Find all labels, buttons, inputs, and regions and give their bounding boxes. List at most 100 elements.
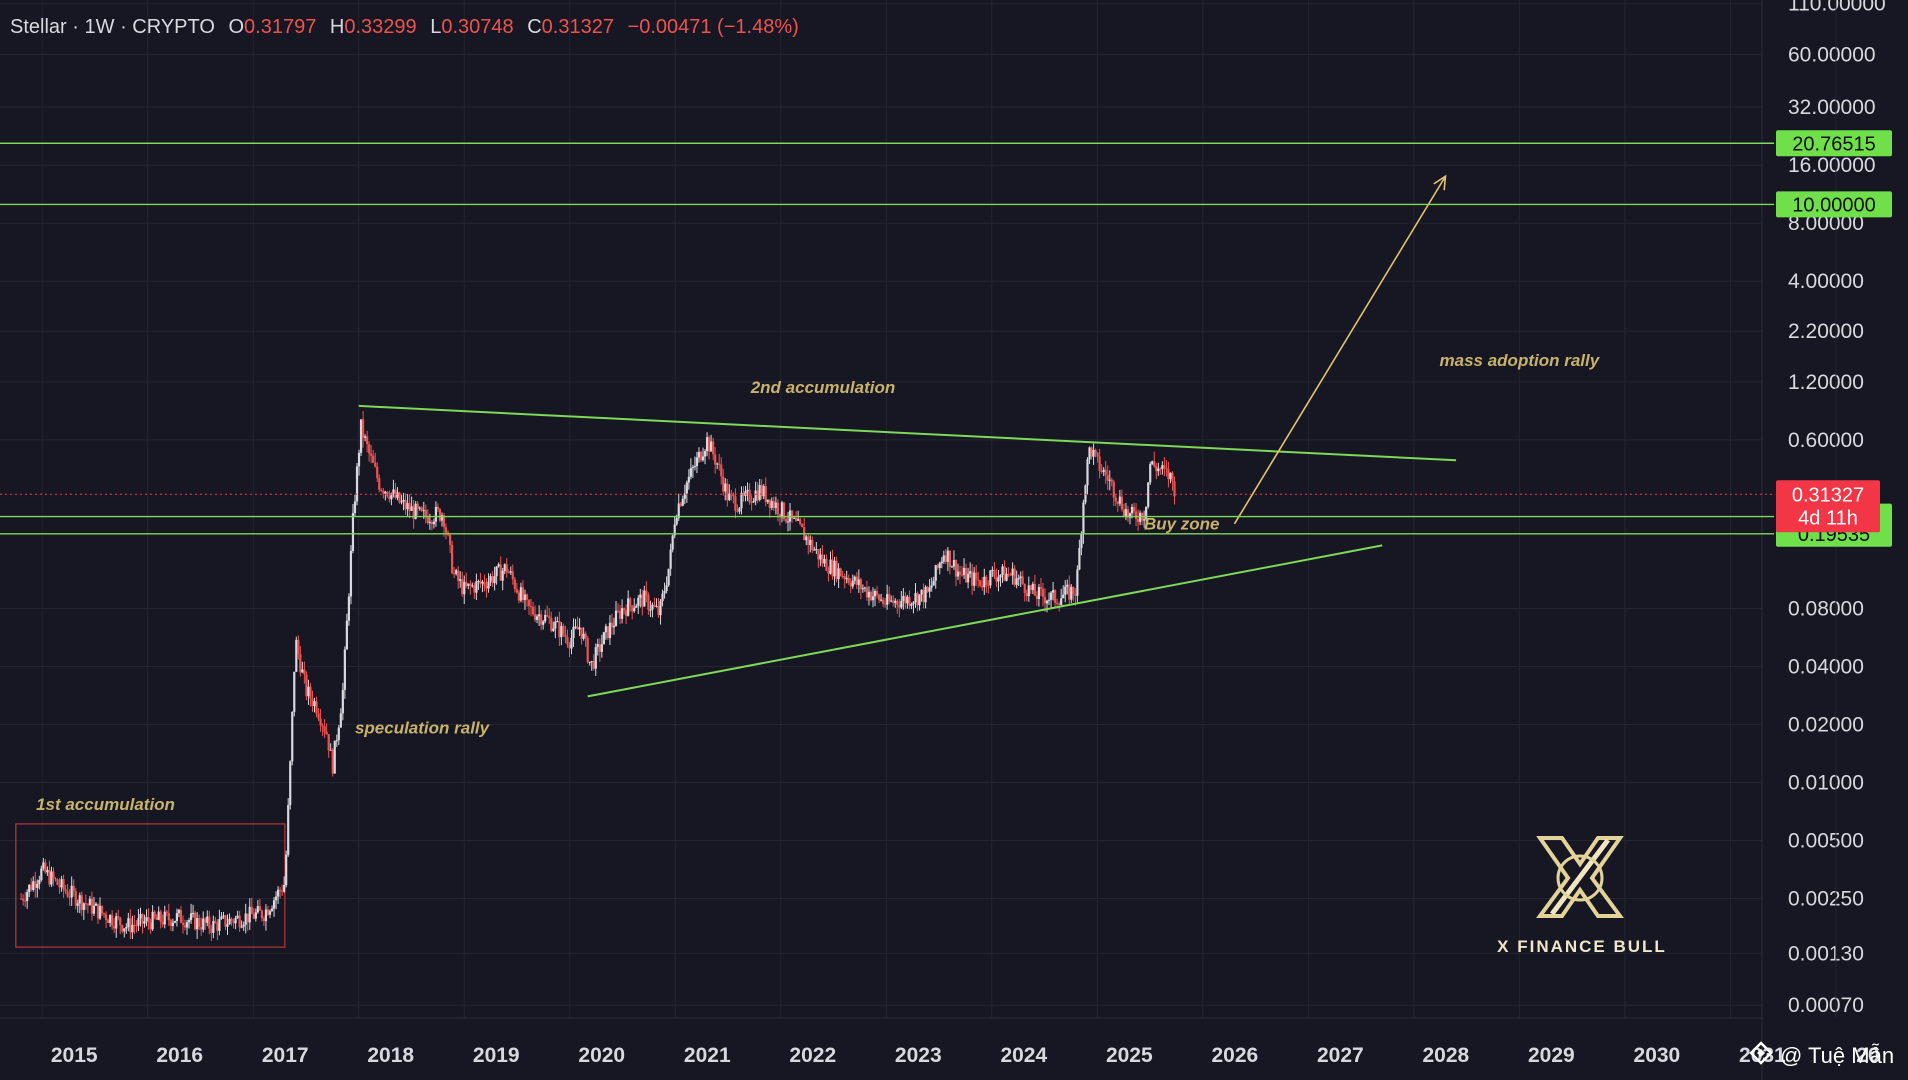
candle-body: [813, 549, 816, 551]
candle-body: [825, 558, 828, 571]
x-tick-label: 2030: [1634, 1044, 1681, 1067]
candle: [181, 915, 185, 934]
candle-body: [242, 924, 245, 927]
candle: [121, 924, 124, 934]
candle-body: [657, 606, 660, 616]
candle-body: [163, 911, 166, 925]
candle: [234, 915, 237, 930]
candle-body: [1104, 469, 1107, 476]
candle: [155, 914, 158, 921]
candle-body: [958, 571, 962, 575]
candle-body: [230, 918, 233, 922]
candle: [117, 909, 120, 921]
candle: [612, 617, 616, 635]
candle-body: [1005, 573, 1008, 581]
candle-body: [262, 918, 266, 922]
candles: [20, 411, 1176, 942]
candle-body: [795, 517, 798, 521]
candle: [258, 898, 261, 911]
annotations-layer: 1st accumulation speculation rally 2nd acc…: [36, 351, 1601, 814]
candle-body: [865, 587, 869, 598]
candle-body: [1092, 450, 1095, 457]
candle-body: [760, 484, 763, 497]
x-tick-label: 2023: [895, 1044, 942, 1067]
candle-body: [778, 514, 782, 517]
candle: [614, 601, 618, 627]
candle: [196, 912, 199, 939]
levels-layer: 20.7651510.000000.239980.195350.313274d …: [0, 130, 1892, 547]
candle: [875, 586, 879, 599]
candle: [436, 503, 440, 513]
candle: [36, 879, 39, 898]
candle: [936, 563, 939, 571]
candle: [623, 607, 626, 615]
candle-body: [36, 883, 39, 888]
candle: [531, 601, 535, 617]
candle: [667, 568, 670, 587]
candle-body: [274, 896, 278, 901]
candle: [1120, 489, 1123, 512]
x-tick-label: 2018: [367, 1044, 414, 1067]
candle-body: [72, 885, 75, 892]
interval[interactable]: 1W: [84, 16, 115, 38]
candle: [521, 579, 525, 603]
candle-body: [408, 503, 411, 511]
candle-body: [1043, 596, 1047, 604]
candle: [98, 897, 102, 921]
candle-body: [92, 905, 96, 914]
candle: [685, 480, 688, 503]
candle: [125, 923, 128, 934]
candle: [918, 594, 921, 611]
candle-body: [544, 614, 547, 622]
candle: [576, 616, 579, 630]
candle-body: [345, 620, 348, 650]
y-tick-label: 4.00000: [1788, 270, 1864, 293]
candle-body: [167, 912, 170, 921]
countdown-label: 4d 11h: [1798, 507, 1858, 529]
candle-body: [1056, 603, 1059, 605]
candle: [888, 586, 891, 605]
candle: [303, 661, 306, 684]
symbol-name[interactable]: Stellar: [10, 16, 67, 38]
candle-body: [1011, 568, 1014, 576]
candle: [910, 602, 913, 610]
candle-body: [801, 523, 804, 528]
candle-body: [950, 566, 954, 568]
candle: [363, 434, 367, 442]
candle-body: [254, 912, 257, 919]
y-tick-label: 2.20000: [1788, 320, 1864, 343]
candle: [347, 593, 351, 626]
y-tick-label: 32.00000: [1788, 96, 1876, 119]
candle-body: [321, 725, 324, 727]
candle: [374, 452, 377, 468]
candle-body: [898, 604, 901, 608]
candle: [831, 549, 834, 580]
candle: [1076, 565, 1079, 603]
candle-body: [1015, 578, 1018, 585]
candle: [289, 760, 292, 810]
candle: [1035, 591, 1039, 606]
candle: [149, 918, 152, 935]
candle: [572, 618, 575, 647]
candle: [48, 860, 51, 887]
candle: [546, 605, 549, 618]
x-tick-label: 2026: [1211, 1044, 1258, 1067]
candle: [1094, 448, 1097, 458]
candle-body: [604, 626, 607, 633]
candle-body: [985, 576, 988, 585]
candle-body: [1078, 548, 1081, 570]
candle-body: [206, 916, 209, 923]
candle: [311, 690, 314, 712]
candle-body: [424, 509, 427, 517]
candle-body: [888, 594, 891, 602]
candle: [226, 914, 229, 935]
candle-body: [633, 607, 636, 612]
candle: [1029, 585, 1032, 594]
candle-body: [440, 515, 444, 521]
candle-body: [495, 566, 498, 577]
candle: [724, 478, 727, 501]
candle-body: [513, 579, 516, 589]
candle-body: [752, 501, 755, 503]
